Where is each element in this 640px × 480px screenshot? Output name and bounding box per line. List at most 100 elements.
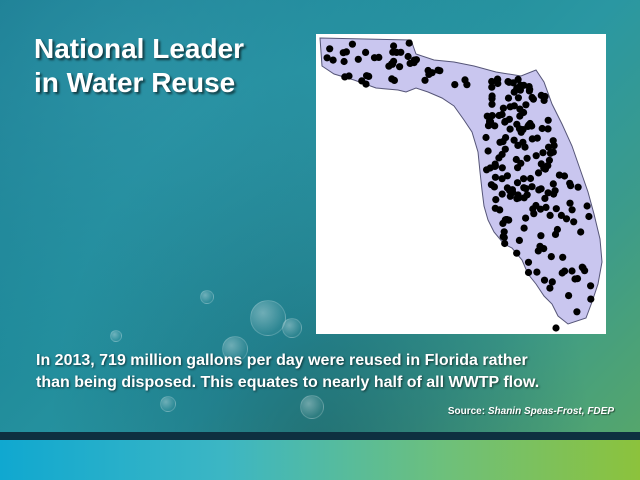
facility-dot	[547, 253, 555, 261]
florida-outline	[319, 37, 603, 325]
facility-dot	[513, 120, 521, 128]
florida-map-panel	[316, 34, 606, 334]
facility-dot	[551, 187, 559, 195]
facility-dot	[506, 125, 514, 133]
facility-dot	[510, 136, 518, 144]
facility-dot	[390, 57, 398, 65]
facility-dot	[428, 69, 436, 77]
facility-dot	[533, 268, 541, 276]
caption-line-2: than being disposed. This equates to nea…	[36, 374, 540, 391]
facility-dot	[587, 295, 595, 303]
facility-dot	[404, 52, 412, 61]
facility-dot	[341, 73, 349, 81]
facility-dot	[568, 206, 576, 214]
facility-dot	[492, 196, 500, 204]
facility-dot	[483, 112, 491, 120]
facility-dot	[362, 48, 370, 56]
facility-dot	[491, 173, 499, 181]
facility-dot	[552, 205, 560, 213]
caption: In 2013, 719 million gallons per day wer…	[36, 350, 616, 394]
facility-dot	[540, 96, 548, 104]
facility-dot	[513, 179, 522, 187]
facility-dot	[524, 258, 533, 266]
facility-dot	[526, 174, 535, 183]
facility-dot	[390, 42, 398, 50]
facility-dot	[495, 111, 503, 120]
facility-dot	[461, 76, 469, 84]
facility-dot	[490, 183, 498, 191]
facility-dot	[528, 183, 536, 191]
facility-dot	[491, 160, 499, 168]
facility-dot	[565, 292, 573, 300]
source-label: Source:	[447, 406, 486, 417]
facility-dot	[505, 115, 513, 123]
facility-dot	[523, 191, 531, 199]
facility-dot	[587, 282, 595, 290]
facility-dot	[482, 133, 490, 142]
facility-dot	[532, 152, 540, 160]
facility-dot	[570, 218, 578, 226]
facility-dot	[484, 147, 492, 155]
facility-dot	[506, 103, 514, 111]
bubble-decoration	[250, 300, 286, 336]
facility-dot	[494, 75, 502, 83]
bubble-decoration	[300, 395, 324, 419]
facility-dot	[522, 101, 530, 109]
facility-dot	[546, 211, 554, 219]
facility-dot	[501, 239, 509, 248]
facility-dot	[410, 59, 418, 67]
facility-dot	[544, 116, 552, 124]
facility-dot	[548, 278, 556, 286]
slide-title: National Leader in Water Reuse	[34, 32, 304, 100]
facility-dot	[370, 54, 379, 62]
florida-map	[319, 37, 603, 332]
facility-dot	[541, 194, 549, 202]
facility-dot	[520, 175, 528, 183]
bubble-decoration	[282, 318, 302, 338]
facility-dot	[526, 119, 534, 128]
facility-dot	[545, 143, 553, 151]
facility-dot	[534, 247, 542, 255]
facility-dot	[499, 233, 507, 241]
bubble-decoration	[200, 290, 214, 304]
facility-dot	[538, 124, 546, 133]
facility-dot	[559, 253, 567, 261]
facility-dot	[529, 95, 537, 103]
facility-dot	[524, 268, 533, 277]
source-name: Shanin Speas-Frost, FDEP	[487, 406, 614, 417]
facility-dot	[585, 212, 593, 221]
facility-dot	[396, 63, 404, 71]
facility-dot	[514, 75, 522, 83]
facility-dot	[326, 45, 334, 53]
facility-dot	[491, 122, 499, 130]
facility-dot	[525, 83, 533, 91]
facility-dot	[498, 175, 506, 183]
footer-gradient-bar	[0, 440, 640, 480]
facility-dot	[323, 54, 331, 62]
facility-dot	[562, 215, 571, 223]
facility-dot	[496, 206, 504, 214]
facility-dot	[506, 192, 514, 200]
footer-divider	[0, 432, 640, 440]
caption-line-1: In 2013, 719 million gallons per day wer…	[36, 352, 528, 369]
facility-dot	[329, 56, 337, 64]
facility-dot	[557, 211, 565, 219]
bubble-decoration	[110, 330, 122, 342]
facility-dot	[508, 186, 516, 194]
facility-dot	[503, 216, 511, 224]
source-credit: Source: Shanin Speas-Frost, FDEP	[424, 406, 614, 417]
facility-dot	[549, 180, 557, 188]
facility-dot	[519, 138, 527, 146]
facility-dot	[498, 164, 506, 172]
facility-dot	[504, 94, 513, 102]
facility-dot	[501, 145, 509, 153]
facility-dot	[577, 228, 585, 236]
facility-dot	[393, 48, 401, 56]
facility-dot	[513, 195, 521, 203]
facility-dot	[561, 267, 569, 275]
facility-dot	[515, 236, 523, 244]
facility-dot	[542, 203, 550, 211]
facility-dot	[516, 112, 524, 120]
facility-dot	[488, 100, 496, 108]
